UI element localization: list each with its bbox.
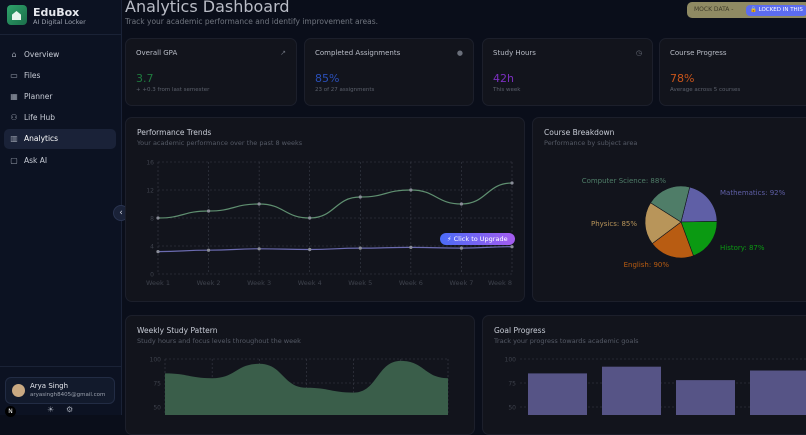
stat-label: Study Hours [493, 49, 536, 57]
sidebar-item-files[interactable]: ▭ Files [4, 65, 116, 85]
edubox-logo [7, 5, 27, 25]
card-title: Course Breakdown [544, 128, 615, 137]
sidebar-item-overview[interactable]: ⌂ Overview [4, 44, 116, 64]
card-title: Goal Progress [494, 326, 546, 335]
next-logo-icon: N [5, 406, 16, 417]
locked-badge[interactable]: 🔒 LOCKED IN THIS [746, 5, 806, 16]
sidebar-item-analytics[interactable]: ▥ Analytics [4, 128, 116, 149]
upgrade-label: Click to Upgrade [453, 235, 508, 243]
stat-value: 85% [315, 72, 340, 85]
card-subtitle: Your academic performance over the past … [137, 139, 303, 147]
sidebar-item-label: Ask AI [24, 155, 48, 165]
gear-icon[interactable]: ⚙ [66, 405, 74, 414]
avatar [12, 384, 25, 397]
upgrade-button[interactable]: ⚡ Click to Upgrade [440, 233, 515, 245]
goal-progress-card: Goal Progress Track your progress toward… [482, 315, 806, 435]
trend-up-icon: ↗ [280, 49, 286, 57]
check-circle-icon: ● [456, 49, 463, 57]
stat-subtext: + +0.3 from last semester [136, 87, 210, 93]
sidebar: EduBox AI Digital Locker ⌂ Overview ▭ Files… [0, 0, 129, 417]
sidebar-item-life-hub[interactable]: ⚇ Life Hub [4, 108, 116, 128]
divider [0, 34, 122, 35]
course-breakdown-card: Course Breakdown Performance by subject … [532, 117, 806, 302]
sidebar-item-label: Overview [24, 49, 60, 59]
divider [0, 366, 122, 367]
card-subtitle: Track your progress towards academic goa… [494, 337, 639, 345]
stat-value: 3.7 [136, 72, 154, 85]
sidebar-item-label: Life Hub [24, 113, 56, 123]
stat-card: Completed Assignments ● 85% 23 of 27 ass… [304, 38, 474, 106]
stat-card: Study Hours ◷ 42h This week [482, 38, 653, 106]
sidebar-item-label: Analytics [24, 134, 59, 144]
sidebar-item-ask-ai[interactable]: ▢ Ask AI [4, 150, 116, 170]
user-profile[interactable]: Arya Singh aryasingh8405@gmail.com [5, 377, 115, 404]
page-title: Analytics Dashboard [125, 0, 290, 16]
card-subtitle: Study hours and focus levels throughout … [137, 337, 301, 345]
clock-icon: ◷ [635, 49, 642, 57]
performance-trends-card: Performance Trends Your academic perform… [125, 117, 525, 302]
user-email: aryasingh8405@gmail.com [30, 392, 106, 398]
weekly-study-card: Weekly Study Pattern Study hours and foc… [125, 315, 475, 435]
home-icon: ⌂ [11, 49, 17, 59]
sidebar-item-planner[interactable]: ▦ Planner [4, 86, 116, 106]
stat-subtext: Average across 5 courses [670, 87, 741, 93]
stat-label: Course Progress [670, 49, 727, 57]
stat-card: Overall GPA ↗ 3.7 + +0.3 from last semes… [125, 38, 297, 106]
stat-label: Completed Assignments [315, 49, 401, 57]
mock-data-label: MOCK DATA - [694, 6, 734, 13]
card-title: Performance Trends [137, 128, 212, 137]
app-tagline: AI Digital Locker [33, 18, 86, 26]
folder-icon: ▭ [10, 70, 18, 80]
users-icon: ⚇ [10, 113, 18, 123]
page-subtitle: Track your academic performance and iden… [125, 17, 379, 26]
locked-label: LOCKED IN THIS [758, 7, 803, 13]
user-name: Arya Singh [30, 382, 69, 390]
card-title: Weekly Study Pattern [137, 326, 218, 335]
stat-subtext: This week [493, 87, 521, 93]
stat-subtext: 23 of 27 assignments [315, 87, 375, 93]
stat-card: Course Progress 78% Average across 5 cou… [659, 38, 806, 106]
stat-label: Overall GPA [136, 49, 178, 57]
app-name: EduBox [33, 6, 80, 19]
stat-value: 42h [493, 72, 514, 85]
chart-icon: ▥ [10, 134, 18, 144]
sidebar-item-label: Files [24, 70, 41, 80]
chat-icon: ▢ [10, 155, 18, 165]
card-subtitle: Performance by subject area [544, 139, 638, 147]
sun-icon[interactable]: ☀ [47, 405, 55, 414]
calendar-icon: ▦ [10, 91, 18, 101]
sidebar-item-label: Planner [24, 91, 53, 101]
stat-value: 78% [670, 72, 695, 85]
